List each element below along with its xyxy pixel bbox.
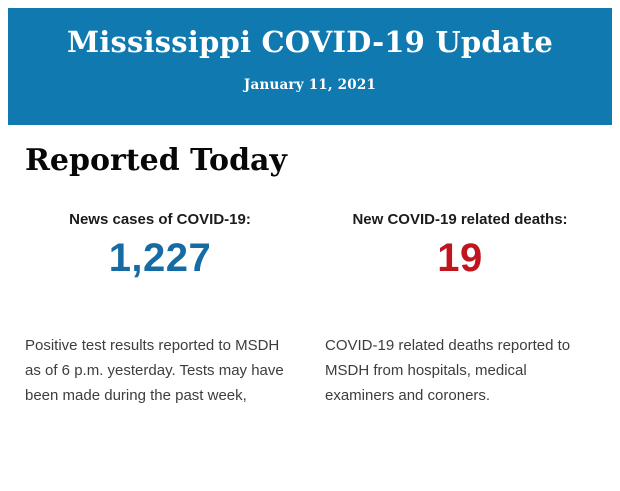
new-deaths-description: COVID-19 related deaths reported to MSDH… — [325, 337, 571, 404]
new-cases-description: Positive test results reported to MSDH a… — [25, 337, 284, 404]
section-heading: Reported Today — [25, 143, 287, 178]
new-cases-label: News cases of COVID-19: — [69, 211, 251, 228]
stat-new-deaths: New COVID-19 related deaths: 19 COVID-19… — [325, 210, 595, 423]
report-date: January 11, 2021 — [243, 77, 377, 93]
report-body: Reported Today News cases of COVID-19: 1… — [0, 142, 620, 423]
new-cases-value: 1,227 — [108, 236, 212, 280]
page-title: Mississippi COVID-19 Update — [66, 25, 554, 59]
new-deaths-label: New COVID-19 related deaths: — [352, 211, 568, 228]
stat-new-cases: News cases of COVID-19: 1,227 Positive t… — [25, 210, 295, 423]
stats-row: News cases of COVID-19: 1,227 Positive t… — [25, 210, 595, 423]
title-banner: Mississippi COVID-19 Update January 11, … — [8, 8, 612, 125]
new-deaths-value: 19 — [437, 236, 483, 280]
